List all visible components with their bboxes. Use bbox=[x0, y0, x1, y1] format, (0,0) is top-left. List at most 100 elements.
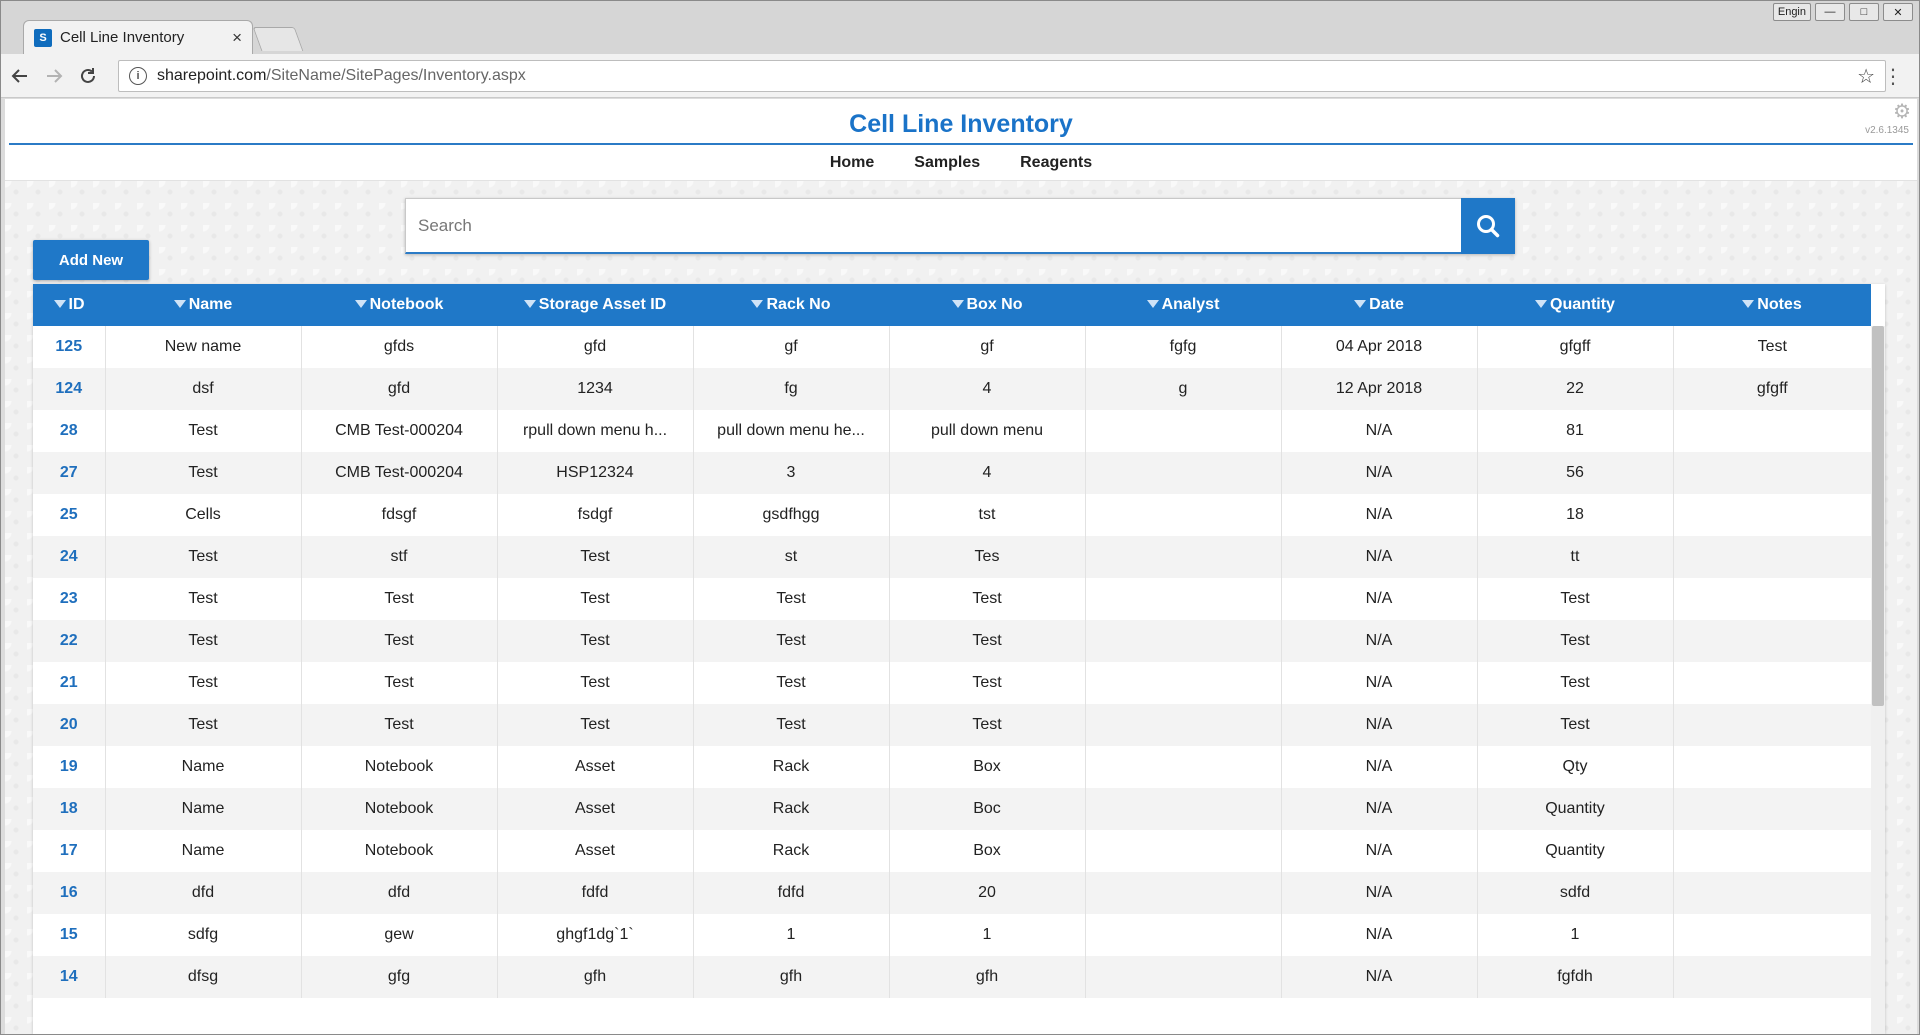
row-id-link[interactable]: 22 bbox=[33, 620, 106, 662]
maximize-button[interactable]: □ bbox=[1849, 3, 1879, 21]
column-header-box-no[interactable]: Box No bbox=[889, 284, 1085, 326]
table-row[interactable]: 125 New name gfds gfd gf gf fgfg 04 Apr 2018 gfg… bbox=[33, 326, 1871, 368]
column-header-quantity[interactable]: Quantity bbox=[1477, 284, 1673, 326]
gear-icon[interactable]: ⚙ bbox=[1893, 101, 1911, 123]
cell-rack-no: gf bbox=[693, 326, 890, 368]
row-id-link[interactable]: 23 bbox=[33, 578, 106, 620]
tab-close-icon[interactable]: × bbox=[232, 27, 242, 47]
table-row[interactable]: 27 Test CMB Test-000204 HSP12324 3 4 N/A 56 bbox=[33, 452, 1871, 494]
info-icon[interactable]: i bbox=[129, 67, 147, 85]
bookmark-star-icon[interactable]: ☆ bbox=[1857, 65, 1875, 88]
close-window-button[interactable]: ✕ bbox=[1883, 3, 1913, 21]
cell-name: Test bbox=[105, 452, 302, 494]
back-arrow-icon[interactable] bbox=[5, 61, 35, 91]
address-bar[interactable]: i sharepoint.com/SiteName/SitePages/Inve… bbox=[118, 60, 1886, 92]
new-tab-button[interactable] bbox=[252, 27, 304, 51]
language-button[interactable]: Engin bbox=[1772, 3, 1811, 21]
reload-icon[interactable] bbox=[73, 61, 103, 91]
column-header-analyst[interactable]: Analyst bbox=[1085, 284, 1281, 326]
column-header-name[interactable]: Name bbox=[105, 284, 301, 326]
row-id-link[interactable]: 20 bbox=[33, 704, 106, 746]
cell-analyst bbox=[1085, 620, 1282, 662]
cell-notes bbox=[1673, 662, 1871, 704]
filter-icon[interactable] bbox=[173, 300, 186, 308]
filter-icon[interactable] bbox=[1742, 300, 1755, 308]
row-id-link[interactable]: 24 bbox=[33, 536, 106, 578]
row-id-link[interactable]: 18 bbox=[33, 788, 106, 830]
row-id-link[interactable]: 125 bbox=[33, 326, 106, 368]
cell-box-no: Test bbox=[889, 662, 1086, 704]
row-id-link[interactable]: 25 bbox=[33, 494, 106, 536]
vertical-scrollbar[interactable] bbox=[1871, 326, 1885, 1034]
table-row[interactable]: 22 Test Test Test Test Test N/A Test bbox=[33, 620, 1871, 662]
table-row[interactable]: 15 sdfg gew ghgf1dg`1` 1 1 N/A 1 bbox=[33, 914, 1871, 956]
column-header-rack-no[interactable]: Rack No bbox=[693, 284, 889, 326]
table-row[interactable]: 20 Test Test Test Test Test N/A Test bbox=[33, 704, 1871, 746]
cell-quantity: 1 bbox=[1477, 914, 1674, 956]
cell-name: Test bbox=[105, 704, 302, 746]
cell-date: N/A bbox=[1281, 578, 1478, 620]
cell-name: Name bbox=[105, 788, 302, 830]
table-row[interactable]: 24 Test stf Test st Tes N/A tt bbox=[33, 536, 1871, 578]
cell-name: Test bbox=[105, 410, 302, 452]
row-id-link[interactable]: 14 bbox=[33, 956, 106, 998]
scrollbar-thumb[interactable] bbox=[1872, 326, 1884, 706]
filter-icon[interactable] bbox=[1354, 300, 1367, 308]
cell-rack-no: Test bbox=[693, 662, 890, 704]
table-row[interactable]: 16 dfd dfd fdfd fdfd 20 N/A sdfd bbox=[33, 872, 1871, 914]
table-row[interactable]: 28 Test CMB Test-000204 rpull down menu h..… bbox=[33, 410, 1871, 452]
browser-menu-icon[interactable]: ⋮ bbox=[1883, 66, 1903, 88]
filter-icon[interactable] bbox=[1146, 300, 1159, 308]
row-id-link[interactable]: 15 bbox=[33, 914, 106, 956]
cell-notebook: Test bbox=[301, 620, 498, 662]
browser-tab[interactable]: S Cell Line Inventory × bbox=[23, 20, 253, 54]
search-button[interactable] bbox=[1461, 198, 1515, 254]
row-id-link[interactable]: 21 bbox=[33, 662, 106, 704]
minimize-button[interactable]: — bbox=[1815, 3, 1845, 21]
nav-samples[interactable]: Samples bbox=[914, 153, 981, 171]
row-id-link[interactable]: 16 bbox=[33, 872, 106, 914]
cell-notebook: stf bbox=[301, 536, 498, 578]
row-id-link[interactable]: 17 bbox=[33, 830, 106, 872]
cell-analyst: fgfg bbox=[1085, 326, 1282, 368]
table-row[interactable]: 25 Cells fdsgf fsdgf gsdfhgg tst N/A 18 bbox=[33, 494, 1871, 536]
filter-icon[interactable] bbox=[53, 300, 66, 308]
filter-icon[interactable] bbox=[951, 300, 964, 308]
table-row[interactable]: 23 Test Test Test Test Test N/A Test bbox=[33, 578, 1871, 620]
row-id-link[interactable]: 27 bbox=[33, 452, 106, 494]
table-row[interactable]: 18 Name Notebook Asset Rack Boc N/A Quantity bbox=[33, 788, 1871, 830]
column-header-notes[interactable]: Notes bbox=[1673, 284, 1871, 326]
column-header-id[interactable]: ID bbox=[33, 284, 105, 326]
row-id-link[interactable]: 28 bbox=[33, 410, 106, 452]
column-header-label: Storage Asset ID bbox=[538, 296, 667, 313]
cell-name: sdfg bbox=[105, 914, 302, 956]
filter-icon[interactable] bbox=[1535, 300, 1548, 308]
cell-date: 04 Apr 2018 bbox=[1281, 326, 1478, 368]
table-row[interactable]: 21 Test Test Test Test Test N/A Test bbox=[33, 662, 1871, 704]
forward-arrow-icon[interactable] bbox=[39, 61, 69, 91]
column-header-notebook[interactable]: Notebook bbox=[301, 284, 497, 326]
cell-analyst bbox=[1085, 452, 1282, 494]
cell-quantity: Qty bbox=[1477, 746, 1674, 788]
cell-box-no: Test bbox=[889, 620, 1086, 662]
column-header-date[interactable]: Date bbox=[1281, 284, 1477, 326]
nav-home[interactable]: Home bbox=[829, 153, 875, 171]
row-id-link[interactable]: 19 bbox=[33, 746, 106, 788]
table-row[interactable]: 124 dsf gfd 1234 fg 4 g 12 Apr 2018 22 gfgff bbox=[33, 368, 1871, 410]
cell-name: dfsg bbox=[105, 956, 302, 998]
nav-reagents[interactable]: Reagents bbox=[1020, 153, 1093, 171]
cell-storage-asset-id: ghgf1dg`1` bbox=[497, 914, 694, 956]
url-path: /SiteName/SitePages/Inventory.aspx bbox=[266, 67, 526, 84]
table-row[interactable]: 19 Name Notebook Asset Rack Box N/A Qty bbox=[33, 746, 1871, 788]
filter-icon[interactable] bbox=[354, 300, 367, 308]
cell-name: Test bbox=[105, 578, 302, 620]
filter-icon[interactable] bbox=[523, 300, 536, 308]
search-input[interactable] bbox=[405, 198, 1461, 254]
table-row[interactable]: 14 dfsg gfg gfh gfh gfh N/A fgfdh bbox=[33, 956, 1871, 998]
filter-icon[interactable] bbox=[751, 300, 764, 308]
row-id-link[interactable]: 124 bbox=[33, 368, 106, 410]
cell-rack-no: gsdfhgg bbox=[693, 494, 890, 536]
column-header-storage-asset-id[interactable]: Storage Asset ID bbox=[497, 284, 693, 326]
add-new-button[interactable]: Add New bbox=[33, 240, 149, 280]
table-row[interactable]: 17 Name Notebook Asset Rack Box N/A Quantity bbox=[33, 830, 1871, 872]
